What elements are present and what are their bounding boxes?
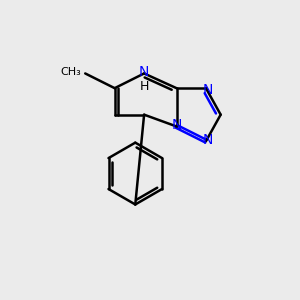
Text: N: N [171,118,182,132]
Text: N: N [202,82,213,97]
Text: N: N [202,133,213,147]
Text: CH₃: CH₃ [60,67,81,77]
Text: N: N [139,65,149,79]
Text: H: H [140,80,149,93]
